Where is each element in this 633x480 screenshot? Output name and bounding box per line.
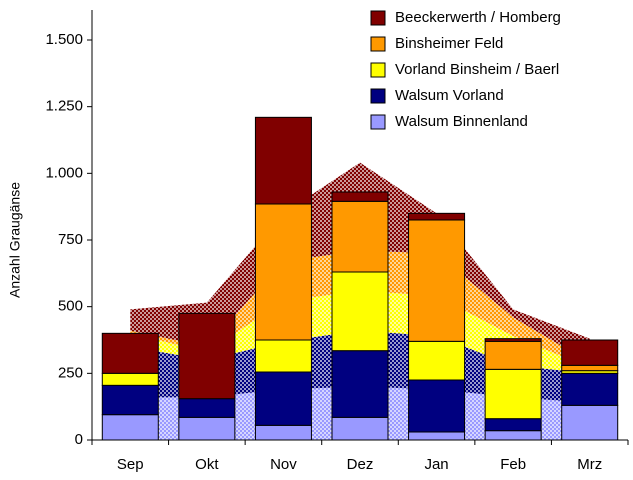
y-tick-label: 1.000 [45, 164, 83, 181]
x-tick-label: Okt [195, 456, 219, 473]
bar-segment [254, 203, 312, 341]
legend-swatch [370, 10, 386, 26]
x-tick-label: Nov [270, 456, 297, 473]
legend-label: Binsheimer Feld [395, 35, 503, 52]
bar-segment [178, 312, 236, 400]
y-tick-label: 0 [75, 431, 83, 448]
bar-segment [331, 271, 389, 352]
legend-swatch [370, 88, 386, 104]
legend-swatch [370, 36, 386, 52]
legend-swatch [370, 114, 386, 130]
bar-segment [101, 372, 159, 386]
bar-segment [254, 371, 312, 426]
bar-segment [101, 332, 159, 374]
x-tick-label: Mrz [577, 456, 602, 473]
bar-segment [408, 379, 466, 433]
legend-label: Walsum Binnenland [395, 113, 528, 130]
bar-segment [408, 212, 466, 221]
bar-segment [331, 200, 389, 273]
bar-segment [178, 416, 236, 441]
y-tick-label: 1.500 [45, 31, 83, 48]
bar-segment [484, 430, 542, 441]
bar-segment [101, 414, 159, 441]
y-tick-label: 500 [58, 298, 83, 315]
bar-segment [331, 191, 389, 202]
bar-segment [484, 368, 542, 420]
bar-segment [561, 364, 619, 372]
bar-segment [408, 431, 466, 441]
bar-segment [101, 384, 159, 416]
bar-segment [254, 116, 312, 205]
x-tick-label: Dez [347, 456, 374, 473]
y-axis-label: Anzahl Graugänse [7, 182, 23, 298]
y-tick-label: 750 [58, 231, 83, 248]
y-tick-label: 1.250 [45, 98, 83, 115]
bar-segment [178, 398, 236, 418]
legend-label: Vorland Binsheim / Baerl [395, 61, 559, 78]
bar-segment [331, 416, 389, 441]
bar-segment [561, 372, 619, 406]
x-tick-label: Feb [500, 456, 526, 473]
bar-segment [254, 339, 312, 373]
bar-segment [254, 424, 312, 441]
x-tick-label: Jan [424, 456, 448, 473]
x-tick-label: Sep [117, 456, 144, 473]
bar-segment [484, 340, 542, 370]
bar-segment [484, 338, 542, 342]
bar-segment [331, 350, 389, 418]
y-tick-label: 250 [58, 364, 83, 381]
bar-segment [408, 340, 466, 381]
bar-segment [561, 339, 619, 366]
bar-segment [484, 418, 542, 432]
bar-segment [408, 219, 466, 342]
legend-label: Walsum Vorland [395, 87, 504, 104]
bar-segment [561, 404, 619, 441]
legend-label: Beeckerwerth / Homberg [395, 9, 561, 26]
legend-swatch [370, 62, 386, 78]
